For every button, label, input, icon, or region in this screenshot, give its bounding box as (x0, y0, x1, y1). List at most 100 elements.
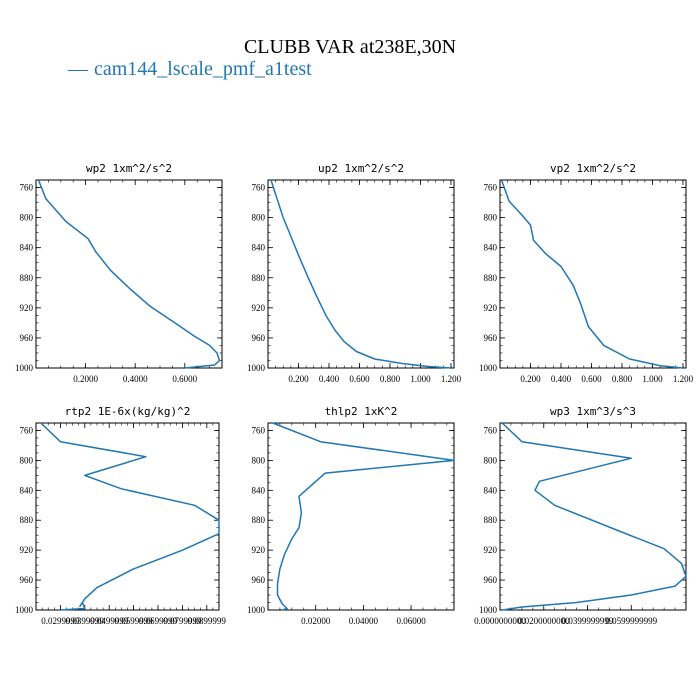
y-tick-label: 840 (484, 485, 498, 495)
y-tick-label: 960 (484, 333, 498, 343)
panel-4: rtp2 1E-6x(kg/kg)^2 760 800 840 880 920 960 100… (15, 405, 226, 626)
series-line (500, 179, 684, 369)
panel-2: up2 1xm^2/s^2 760 800 840 880 920 960 1000 0.200… (247, 162, 462, 384)
plot-frame (35, 179, 223, 369)
y-tick-label: 840 (252, 485, 266, 495)
y-tick-label: 760 (484, 425, 498, 435)
y-tick-label: 920 (252, 545, 266, 555)
panel-3: vp2 1xm^2/s^2 760 800 840 880 920 960 1000 0.200… (479, 162, 694, 384)
legend-label: cam144_lscale_pmf_a1test (94, 58, 312, 80)
y-tick-label: 1000 (247, 363, 266, 373)
y-tick-label: 960 (20, 575, 34, 585)
y-tick-label: 960 (20, 333, 34, 343)
x-tick-label: 0.0000000000 (474, 616, 526, 626)
y-tick-label: 1000 (15, 363, 34, 373)
x-tick-label: 0.0499999 (90, 616, 129, 626)
series-line (270, 179, 452, 369)
x-tick-label: 0.0399999999 (562, 616, 614, 626)
y-tick-label: 1000 (479, 363, 498, 373)
x-tick-label: 0.400 (319, 374, 340, 384)
y-tick-label: 760 (20, 425, 34, 435)
panel-title: thlp2 1xK^2 (325, 405, 398, 418)
y-tick-label: 760 (484, 183, 498, 193)
y-tick-label: 1000 (15, 605, 34, 615)
x-tick-label: 0.600 (349, 374, 370, 384)
panel-title: up2 1xm^2/s^2 (318, 162, 404, 175)
y-tick-label: 1000 (479, 605, 498, 615)
panel-1: wp2 1xm^2/s^2 760 800 840 880 920 960 1000 0.200… (15, 162, 223, 384)
series-line (272, 422, 455, 611)
x-tick-label: 0.0299999 (41, 616, 80, 626)
panel-title: rtp2 1E-6x(kg/kg)^2 (65, 405, 191, 418)
x-tick-label: 0.0599999999 (605, 616, 657, 626)
y-tick-label: 880 (252, 273, 266, 283)
y-tick-label: 880 (484, 515, 498, 525)
x-tick-label: 0.0899999 (188, 616, 227, 626)
y-tick-label: 800 (20, 213, 34, 223)
x-tick-label: 0.800 (380, 374, 401, 384)
y-tick-label: 800 (484, 213, 498, 223)
plot-frame (267, 179, 455, 369)
y-tick-label: 760 (252, 183, 266, 193)
x-tick-label: 1.000 (642, 374, 663, 384)
panel-6: wp3 1xm^3/s^3 760 800 840 880 920 960 10000.000… (474, 405, 687, 626)
x-tick-label: 1.200 (673, 374, 694, 384)
panel-title: vp2 1xm^2/s^2 (550, 162, 636, 175)
panel-title: wp2 1xm^2/s^2 (86, 162, 172, 175)
y-tick-label: 880 (20, 273, 34, 283)
legend-line-icon: — (68, 58, 88, 80)
series-line (40, 422, 220, 611)
panel-5: thlp2 1xK^2 760 800 840 880 920 960 1000 0.02000… (247, 405, 455, 626)
y-tick-label: 760 (20, 183, 34, 193)
plot-frame (267, 422, 455, 611)
panel-title: wp3 1xm^3/s^3 (550, 405, 636, 418)
y-tick-label: 960 (484, 575, 498, 585)
x-tick-label: 0.600 (581, 374, 602, 384)
x-tick-label: 0.800 (612, 374, 633, 384)
y-tick-label: 920 (484, 303, 498, 313)
y-tick-label: 760 (252, 425, 266, 435)
x-tick-label: 0.0599999 (114, 616, 153, 626)
y-tick-label: 840 (484, 243, 498, 253)
y-tick-label: 800 (252, 213, 266, 223)
plot-frame (35, 422, 220, 611)
y-tick-label: 800 (20, 455, 34, 465)
legend: — cam144_lscale_pmf_a1test (68, 58, 312, 81)
x-tick-label: 0.0399999 (66, 616, 105, 626)
plot-frame (499, 422, 687, 611)
plot-frame (499, 179, 687, 369)
y-tick-label: 880 (252, 515, 266, 525)
y-tick-label: 840 (20, 485, 34, 495)
x-tick-label: 0.200 (520, 374, 541, 384)
y-tick-label: 880 (484, 273, 498, 283)
y-tick-label: 880 (20, 515, 34, 525)
x-tick-label: 1.000 (410, 374, 431, 384)
y-tick-label: 920 (484, 545, 498, 555)
y-tick-label: 840 (252, 243, 266, 253)
x-tick-label: 0.0799999 (163, 616, 202, 626)
x-tick-label: 1.200 (441, 374, 462, 384)
x-tick-label: 0.0699999 (139, 616, 178, 626)
series-line (37, 179, 221, 369)
y-tick-label: 960 (252, 333, 266, 343)
x-tick-label: 0.6000 (172, 374, 197, 384)
x-tick-label: 0.02000 (301, 616, 331, 626)
y-tick-label: 920 (20, 303, 34, 313)
x-tick-label: 0.0200000000 (518, 616, 570, 626)
y-tick-label: 920 (252, 303, 266, 313)
x-tick-label: 0.2000 (73, 374, 98, 384)
y-tick-label: 960 (252, 575, 266, 585)
y-tick-label: 840 (20, 243, 34, 253)
y-tick-label: 920 (20, 545, 34, 555)
x-tick-label: 0.06000 (396, 616, 426, 626)
x-tick-label: 0.4000 (123, 374, 148, 384)
x-tick-label: 0.400 (551, 374, 572, 384)
series-line (501, 422, 687, 611)
x-tick-label: 0.200 (288, 374, 309, 384)
y-tick-label: 800 (252, 455, 266, 465)
x-tick-label: 0.04000 (349, 616, 379, 626)
y-tick-label: 1000 (247, 605, 266, 615)
figure-title: CLUBB VAR at238E,30N (243, 36, 457, 58)
